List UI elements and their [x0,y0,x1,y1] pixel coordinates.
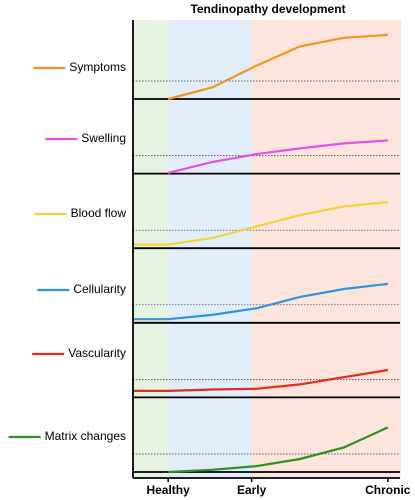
legend-label: Vascularity [68,346,126,360]
x-tick-label: Early [237,483,267,497]
chart-title: Tendinopathy development [190,2,345,16]
series-line [133,282,388,321]
legend-label: Swelling [81,131,126,145]
series-line [168,426,389,474]
legend-label: Symptoms [69,60,126,74]
legend-label: Matrix changes [45,429,126,443]
series-line [133,201,388,246]
x-tick-label: Chronic [365,483,411,497]
series-line [167,139,388,174]
series-line [167,33,388,101]
legend-label: Cellularity [73,282,126,296]
series-line [133,368,388,392]
x-tick-label: Healthy [146,483,190,497]
legend-label: Blood flow [71,206,127,220]
